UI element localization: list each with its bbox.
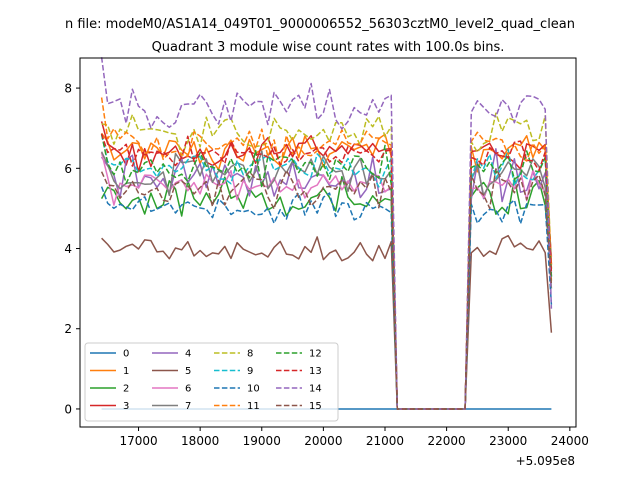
legend-label-15: 15: [309, 401, 322, 412]
legend-label-14: 14: [309, 384, 322, 395]
y-tick-label: 0: [64, 402, 72, 416]
series-line-9: [100, 134, 553, 410]
x-tick-label: 23000: [489, 434, 527, 448]
series-line-13: [100, 133, 553, 410]
series-line-15: [100, 168, 553, 410]
legend-label-1: 1: [123, 366, 129, 377]
y-axis: 0 2 4 6 8: [64, 82, 80, 416]
y-tick-label: 4: [64, 242, 72, 256]
x-tick-label: 24000: [551, 434, 589, 448]
x-tick-label: 18000: [181, 434, 219, 448]
series-line-12: [100, 133, 553, 410]
legend-label-4: 4: [185, 349, 191, 360]
legend-label-13: 13: [309, 366, 322, 377]
chart-title: Quadrant 3 module wise count rates with …: [152, 40, 505, 55]
series-line-8: [101, 112, 553, 410]
series-line-10: [100, 186, 553, 410]
x-offset-label: +5.095e8: [516, 454, 575, 468]
plot-lines: [100, 57, 553, 410]
y-tick-label: 2: [64, 322, 72, 336]
y-tick-label: 6: [64, 162, 72, 176]
series-line-5: [101, 234, 553, 410]
legend-label-11: 11: [247, 401, 260, 412]
x-tick-label: 17000: [119, 434, 157, 448]
legend-label-2: 2: [123, 384, 129, 395]
legend-box: [84, 342, 339, 422]
legend-label-0: 0: [123, 349, 129, 360]
y-tick-label: 8: [64, 82, 72, 96]
legend-label-7: 7: [185, 401, 191, 412]
chart-suptitle: n file: modeM0/AS1A14_049T01_9000006552_…: [65, 17, 575, 32]
legend-label-12: 12: [309, 349, 322, 360]
legend-label-6: 6: [185, 384, 191, 395]
legend-label-9: 9: [247, 366, 253, 377]
x-axis: 17000 18000 19000 20000 21000 22000 23000 24000: [119, 427, 589, 448]
legend-label-5: 5: [185, 366, 191, 377]
legend-label-10: 10: [247, 384, 260, 395]
series-line-11: [100, 97, 553, 410]
series-line-14: [100, 57, 553, 410]
legend-label-8: 8: [247, 349, 253, 360]
x-tick-label: 21000: [366, 434, 404, 448]
x-tick-label: 19000: [243, 434, 281, 448]
axes-frame: [79, 57, 577, 428]
series-line-7: [100, 150, 553, 410]
x-tick-label: 20000: [304, 434, 342, 448]
legend-label-3: 3: [123, 401, 129, 412]
x-tick-label: 22000: [428, 434, 466, 448]
